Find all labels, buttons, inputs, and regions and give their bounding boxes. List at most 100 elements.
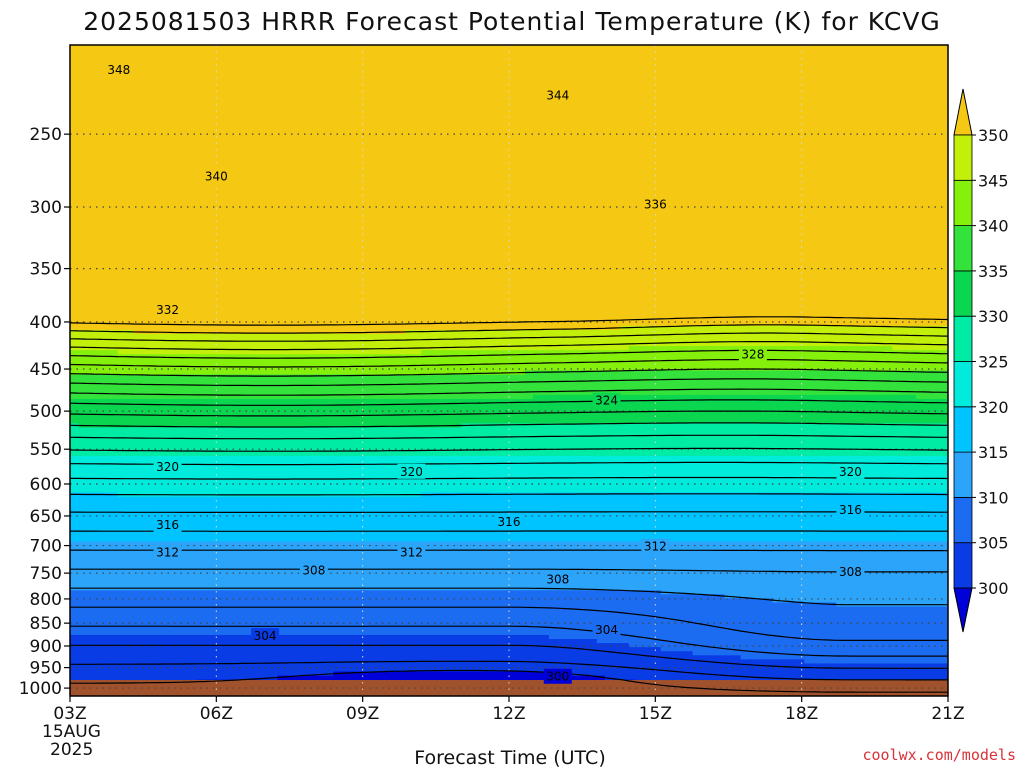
contour-fill-cell [189,106,199,111]
contour-fill-cell [692,171,702,176]
contour-fill-cell [764,211,773,217]
contour-fill-cell [620,199,630,205]
contour-fill-cell [117,199,127,205]
contour-fill-cell [293,187,303,193]
contour-fill-cell [596,158,606,164]
contour-fill-cell [540,191,550,197]
contour-fill-cell [397,93,406,99]
contour-fill-cell [548,49,558,54]
contour-fill-cell [572,89,582,95]
contour-fill-cell [780,89,789,95]
contour-fill-cell [876,85,885,91]
contour-fill-cell [381,126,390,132]
contour-fill-cell [884,65,893,71]
contour-fill-cell [101,150,111,156]
contour-fill-cell [932,134,941,140]
contour-fill-cell [181,77,191,83]
contour-fill-cell [708,69,718,75]
contour-fill-cell [333,219,342,225]
contour-fill-cell [213,81,223,87]
contour-fill-cell [381,85,390,91]
contour-fill-cell [213,130,223,136]
contour-fill-cell [421,89,430,95]
contour-fill-cell [333,97,342,103]
contour-fill-cell [580,167,590,172]
contour-fill-cell [493,57,502,62]
contour-fill-cell [612,215,622,221]
contour-fill-cell [684,89,694,95]
contour-fill-cell [277,203,287,209]
contour-fill-cell [437,106,446,111]
contour-fill-cell [333,162,342,168]
contour-fill-cell [389,158,398,164]
contour-fill-cell [844,101,853,107]
contour-fill-cell [349,89,358,95]
contour-fill-cell [309,81,319,87]
contour-fill-cell [900,167,909,172]
contour-fill-cell [85,69,95,75]
contour-fill-cell [197,57,207,62]
contour-fill-cell [293,179,303,184]
contour-fill-cell [349,49,358,54]
contour-fill-cell [437,77,446,83]
contour-fill-cell [788,146,797,152]
contour-fill-cell [796,207,805,213]
contour-fill-cell [421,65,430,71]
contour-fill-cell [469,130,478,136]
contour-fill-cell [501,49,510,54]
contour-fill-cell [660,162,670,168]
contour-fill-cell [85,106,95,111]
contour-fill-cell [189,89,199,95]
contour-fill-cell [213,93,223,99]
contour-fill-cell [668,49,678,54]
contour-fill-cell [740,73,750,79]
contour-fill-cell [548,203,558,209]
contour-fill-cell [485,154,494,160]
contour-fill-cell [756,97,766,103]
contour-fill-cell [708,45,718,50]
contour-fill-cell [229,122,239,127]
contour-fill-cell [269,73,279,79]
contour-fill-cell [341,219,350,225]
contour-fill-cell [884,61,893,66]
contour-fill-cell [261,199,271,205]
contour-fill-cell [684,81,694,87]
contour-fill-cell [357,45,366,50]
contour-fill-cell [532,158,542,164]
contour-fill-cell [93,171,103,176]
contour-fill-cell [133,106,143,111]
contour-fill-cell [668,187,678,193]
contour-fill-cell [588,122,598,127]
contour-fill-cell [509,85,518,91]
contour-fill-cell [916,142,925,148]
contour-fill-cell [668,106,678,111]
contour-fill-cell [868,215,877,221]
contour-fill-cell [628,110,638,115]
contour-fill-cell [237,97,247,103]
contour-fill-cell [77,175,87,180]
contour-fill-cell [772,45,781,50]
contour-fill-cell [940,146,948,152]
contour-fill-cell [365,97,374,103]
contour-fill-cell [940,110,948,115]
contour-fill-cell [724,114,734,119]
contour-fill-cell [548,171,558,176]
contour-fill-cell [373,195,382,201]
contour-fill-cell [277,179,287,184]
contour-fill-cell [804,150,813,156]
contour-fill-cell [469,203,478,209]
contour-fill-cell [828,224,837,229]
contour-fill-cell [564,175,574,180]
contour-fill-cell [70,219,79,225]
contour-fill-cell [149,146,159,152]
contour-fill-cell [437,146,446,152]
contour-fill-cell [173,228,183,233]
contour-fill-cell [652,134,662,140]
contour-fill-cell [924,97,933,103]
contour-fill-cell [149,49,159,54]
contour-fill-cell [532,130,542,136]
contour-fill-cell [556,57,566,62]
contour-fill-cell [269,219,279,225]
contour-fill-cell [373,118,382,123]
contour-fill-cell [668,126,678,132]
